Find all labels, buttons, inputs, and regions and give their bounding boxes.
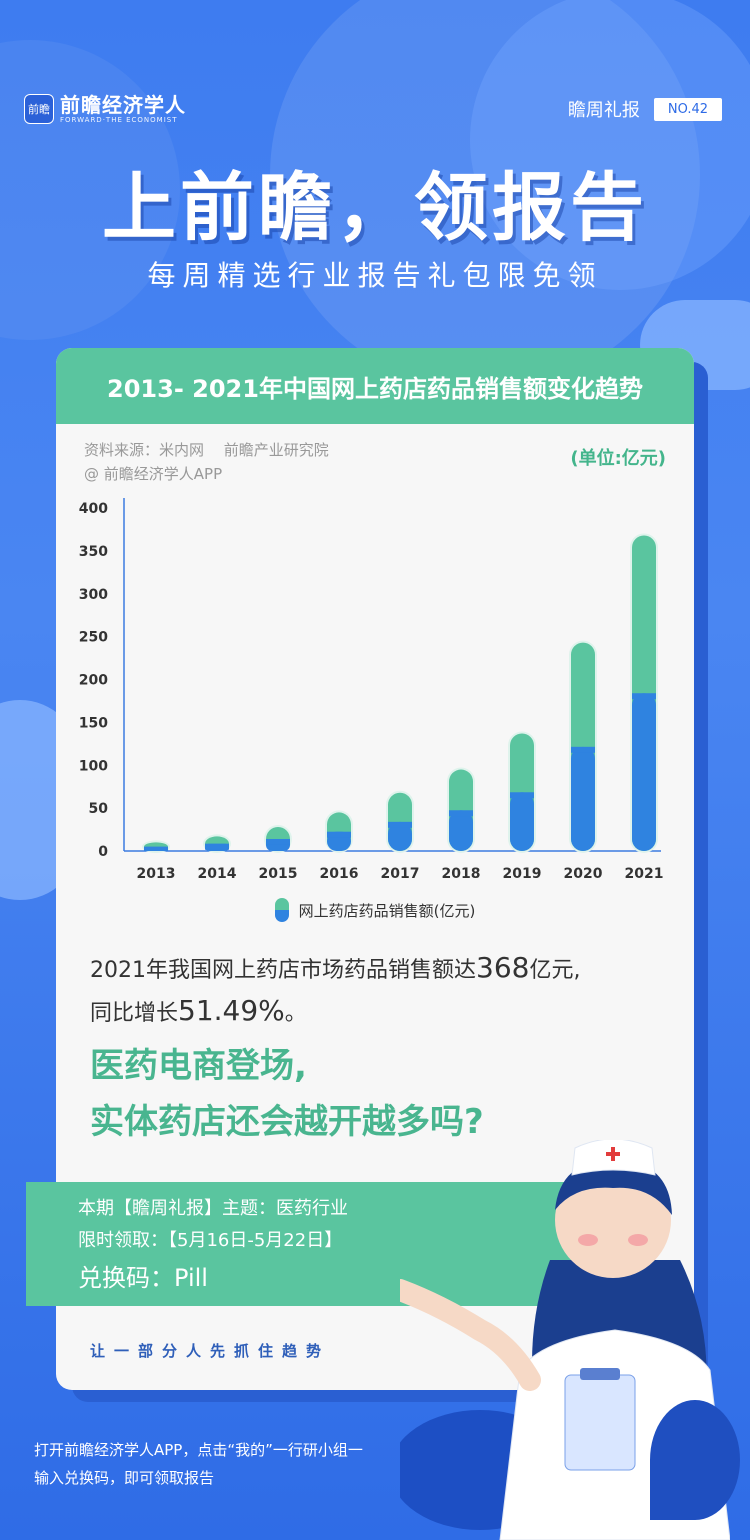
brand-logo[interactable]: 前瞻 前瞻经济学人 FORWARD·THE ECONOMIST xyxy=(24,94,186,124)
bar-lower-half xyxy=(388,821,412,851)
y-tick-label: 150 xyxy=(79,715,108,731)
question-line: 医药电商登场, xyxy=(90,1046,307,1086)
issue-label: 瞻周礼报 xyxy=(567,100,640,121)
y-tick-label: 250 xyxy=(79,630,108,646)
promo-period: 限时领取：【5月16日-5月22日】 xyxy=(78,1230,343,1251)
x-tick-label: 2013 xyxy=(137,866,176,882)
footer-line: 输入兑换码，即可领取报告 xyxy=(34,1469,215,1487)
y-tick-label: 100 xyxy=(79,758,108,774)
question-line: 实体药店还会越开越多吗? xyxy=(90,1102,484,1142)
slogan: 让一部分人先抓住趋势 xyxy=(90,1342,331,1360)
y-tick-label: 350 xyxy=(79,544,108,560)
data-source: 资料来源：米内网 前瞻产业研究院 @ 前瞻经济学人APP xyxy=(84,438,329,486)
source-line: @ 前瞻经济学人APP xyxy=(84,465,223,483)
x-tick-label: 2016 xyxy=(320,866,359,882)
issue-number-badge: NO.42 xyxy=(653,97,722,121)
bar-seam xyxy=(205,843,229,850)
y-tick-label: 200 xyxy=(79,673,108,689)
promo-code[interactable]: 兑换码：Pill xyxy=(78,1264,208,1292)
x-tick-label: 2020 xyxy=(564,866,603,882)
headline: 上前瞻，领报告 xyxy=(102,165,648,251)
brand-name-en: FORWARD·THE ECONOMIST xyxy=(60,116,178,124)
x-tick-label: 2018 xyxy=(442,866,481,882)
bar-seam xyxy=(266,838,290,845)
summary-value: 368 xyxy=(476,951,530,984)
bar-lower-half xyxy=(449,810,473,851)
summary-part: 同比增长 xyxy=(90,1001,179,1026)
x-tick-label: 2017 xyxy=(381,866,420,882)
subheadline: 每周精选行业报告礼包限免领 xyxy=(147,259,603,292)
bar-seam xyxy=(327,831,351,838)
y-tick-label: 300 xyxy=(79,587,108,603)
y-tick-label: 50 xyxy=(89,801,109,817)
x-tick-label: 2014 xyxy=(198,866,237,882)
promo-banner: 本期【瞻周礼报】主题：医药行业 限时领取：【5月16日-5月22日】 兑换码：P… xyxy=(26,1182,590,1306)
issue-info: 瞻周礼报 NO.42 xyxy=(568,96,722,122)
bar-seam xyxy=(571,746,595,753)
brand-name: 前瞻经济学人 xyxy=(60,93,186,117)
logo-mark: 前瞻 xyxy=(24,94,54,124)
source-line: 资料来源：米内网 前瞻产业研究院 xyxy=(84,441,329,459)
chart-unit: (单位:亿元) xyxy=(570,448,666,469)
leaf-decoration xyxy=(650,1400,740,1520)
bar-seam xyxy=(144,846,168,851)
bar-seam xyxy=(632,693,656,700)
y-tick-label: 400 xyxy=(79,501,108,517)
chart-legend: 网上药店药品销售额(亿元) xyxy=(56,898,694,922)
bg-circle xyxy=(270,0,700,390)
bar-chart: 0 50 100 150 200 250 300 350 400 2013 2014 2015 2016… xyxy=(79,498,664,882)
x-tick-label: 2015 xyxy=(259,866,298,882)
bar-lower-half xyxy=(632,693,656,851)
summary-part: 亿元, xyxy=(529,958,581,983)
summary-part: 2021年我国网上药店市场药品销售额达 xyxy=(90,958,476,983)
y-tick-label: 0 xyxy=(98,844,108,860)
legend-pill-icon xyxy=(274,898,289,922)
bar-seam xyxy=(449,810,473,817)
bar-lower-half xyxy=(571,746,595,851)
footer-instructions: 打开前瞻经济学人APP，点击“我的”一行研小组一 输入兑换码，即可领取报告 xyxy=(34,1436,363,1492)
chart-title: 2013- 2021年中国网上药店药品销售额变化趋势 xyxy=(56,348,694,424)
x-tick-label: 2019 xyxy=(503,866,542,882)
summary-part: 。 xyxy=(284,1001,307,1026)
bar-lower-half xyxy=(510,792,534,851)
question-heading: 医药电商登场, 实体药店还会越开越多吗? xyxy=(90,1038,484,1150)
summary-text: 2021年我国网上药店市场药品销售额达368亿元, 同比增长51.49%。 xyxy=(90,948,580,1034)
legend-label: 网上药店药品销售额(亿元) xyxy=(298,901,476,920)
growth-value: 51.49% xyxy=(178,994,285,1027)
bg-circle xyxy=(470,0,750,290)
bar-seam xyxy=(510,792,534,799)
bar-seam xyxy=(388,821,412,828)
x-tick-label: 2021 xyxy=(625,866,664,882)
promo-theme: 本期【瞻周礼报】主题：医药行业 xyxy=(78,1198,348,1219)
footer-line: 打开前瞻经济学人APP，点击“我的”一行研小组一 xyxy=(34,1441,363,1459)
